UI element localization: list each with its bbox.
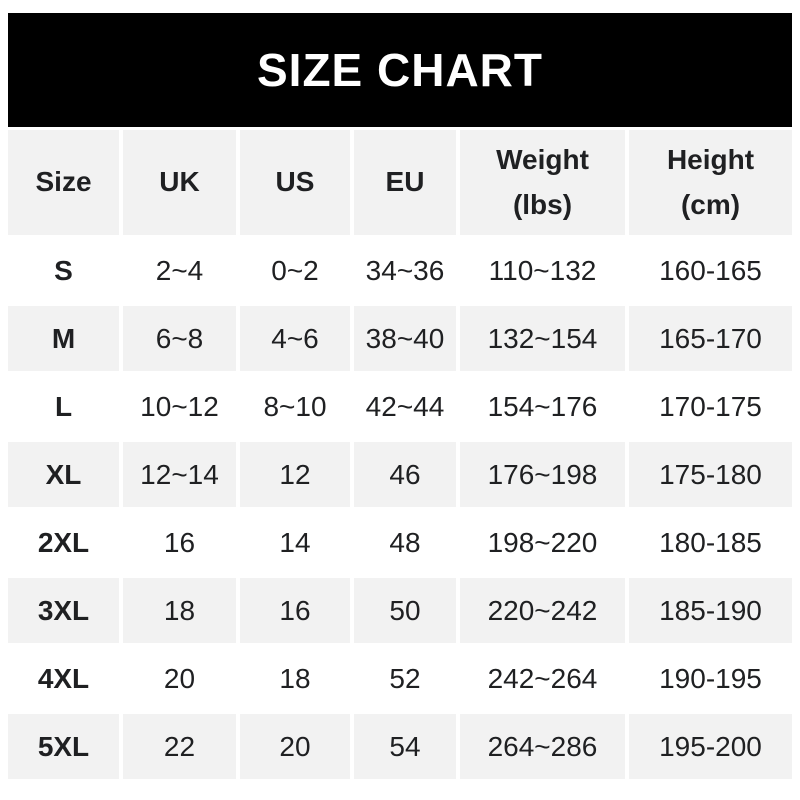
table-cell: 16 — [123, 510, 236, 575]
column-header-text: (lbs) — [512, 188, 573, 220]
table-cell: 6~8 — [123, 306, 236, 371]
size-cell: 4XL — [8, 646, 119, 711]
table-cell: 52 — [354, 646, 456, 711]
table-cell: 48 — [354, 510, 456, 575]
column-header-height: Height (cm) — [629, 130, 792, 235]
table-row-4xl: 4XL 20 18 52 242~264 190-195 — [8, 646, 792, 711]
column-header-weight: Weight (lbs) — [460, 130, 625, 235]
table-cell: 42~44 — [354, 374, 456, 439]
table-cell: 110~132 — [460, 238, 625, 303]
table-cell: 132~154 — [460, 306, 625, 371]
size-cell: 5XL — [8, 714, 119, 779]
table-cell: 22 — [123, 714, 236, 779]
table-row-s: S 2~4 0~2 34~36 110~132 160-165 — [8, 238, 792, 303]
size-table: Size UK US EU Weight (lbs) Height (cm) S 2~4 0~2 3… — [4, 127, 796, 782]
table-cell: 264~286 — [460, 714, 625, 779]
column-header-text: US — [275, 166, 315, 198]
column-header-uk: UK — [123, 130, 236, 235]
table-cell: 20 — [123, 646, 236, 711]
table-row-xl: XL 12~14 12 46 176~198 175-180 — [8, 442, 792, 507]
table-head: Size UK US EU Weight (lbs) Height (cm) — [8, 130, 792, 235]
table-row-l: L 10~12 8~10 42~44 154~176 170-175 — [8, 374, 792, 439]
table-cell: 38~40 — [354, 306, 456, 371]
column-header-text: Height — [666, 143, 755, 175]
column-header-text: UK — [159, 166, 200, 198]
table-cell: 0~2 — [240, 238, 350, 303]
table-cell: 176~198 — [460, 442, 625, 507]
table-cell: 46 — [354, 442, 456, 507]
table-cell: 185-190 — [629, 578, 792, 643]
table-cell: 50 — [354, 578, 456, 643]
page-title: SIZE CHART — [257, 44, 543, 96]
table-cell: 12~14 — [123, 442, 236, 507]
column-header-text: Weight — [496, 143, 589, 175]
table-cell: 175-180 — [629, 442, 792, 507]
column-header-us: US — [240, 130, 350, 235]
table-cell: 170-175 — [629, 374, 792, 439]
size-chart-banner: SIZE CHART — [8, 13, 792, 127]
size-cell: S — [8, 238, 119, 303]
table-row-2xl: 2XL 16 14 48 198~220 180-185 — [8, 510, 792, 575]
table-cell: 160-165 — [629, 238, 792, 303]
table-cell: 8~10 — [240, 374, 350, 439]
table-cell: 16 — [240, 578, 350, 643]
table-cell: 242~264 — [460, 646, 625, 711]
table-cell: 165-170 — [629, 306, 792, 371]
table-cell: 198~220 — [460, 510, 625, 575]
size-cell: L — [8, 374, 119, 439]
size-cell: M — [8, 306, 119, 371]
size-cell: XL — [8, 442, 119, 507]
table-cell: 190-195 — [629, 646, 792, 711]
size-chart-page: SIZE CHART Size UK US EU Weight (lbs) Height (c… — [4, 13, 796, 782]
table-cell: 195-200 — [629, 714, 792, 779]
table-cell: 14 — [240, 510, 350, 575]
table-row-5xl: 5XL 22 20 54 264~286 195-200 — [8, 714, 792, 779]
size-cell: 3XL — [8, 578, 119, 643]
table-cell: 2~4 — [123, 238, 236, 303]
column-header-text: EU — [385, 166, 425, 198]
table-cell: 34~36 — [354, 238, 456, 303]
table-cell: 12 — [240, 442, 350, 507]
table-cell: 54 — [354, 714, 456, 779]
table-cell: 20 — [240, 714, 350, 779]
column-header-text: (cm) — [680, 188, 741, 220]
table-row-3xl: 3XL 18 16 50 220~242 185-190 — [8, 578, 792, 643]
table-cell: 154~176 — [460, 374, 625, 439]
table-body: S 2~4 0~2 34~36 110~132 160-165 M 6~8 4~6 38~40 13… — [8, 238, 792, 779]
table-header-row: Size UK US EU Weight (lbs) Height (cm) — [8, 130, 792, 235]
table-row-m: M 6~8 4~6 38~40 132~154 165-170 — [8, 306, 792, 371]
table-cell: 18 — [240, 646, 350, 711]
table-cell: 18 — [123, 578, 236, 643]
table-cell: 10~12 — [123, 374, 236, 439]
size-cell: 2XL — [8, 510, 119, 575]
column-header-size: Size — [8, 130, 119, 235]
table-cell: 220~242 — [460, 578, 625, 643]
column-header-eu: EU — [354, 130, 456, 235]
column-header-text: Size — [35, 166, 92, 198]
table-cell: 4~6 — [240, 306, 350, 371]
table-cell: 180-185 — [629, 510, 792, 575]
